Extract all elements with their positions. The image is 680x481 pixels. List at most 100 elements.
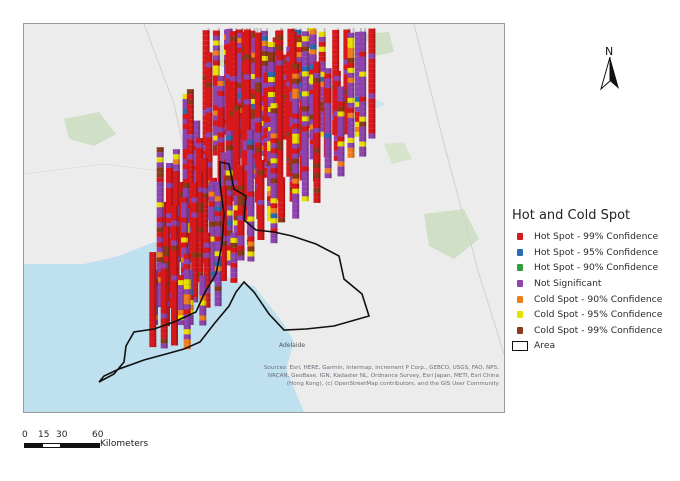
cube-bin (250, 88, 258, 94)
cube-bin (294, 29, 302, 35)
cube-bin (276, 100, 284, 106)
cube-bin (333, 70, 341, 76)
cube-bin (309, 39, 317, 45)
cube-bin (225, 255, 233, 261)
cube-bin (214, 286, 222, 292)
cube-bin (217, 112, 225, 118)
cube-bin (318, 81, 326, 87)
cube-bin (313, 77, 321, 83)
cube-bin (176, 182, 184, 187)
cube-bin (246, 139, 254, 145)
cube-bin (186, 114, 194, 120)
cube-bin (186, 179, 194, 185)
cube-bin (176, 242, 184, 247)
cube-bin (186, 99, 194, 105)
cube-bin (332, 34, 340, 40)
cube-column-shade (306, 28, 309, 202)
cube-bin (333, 115, 341, 121)
cube-bin (355, 126, 362, 132)
cube-bin (247, 201, 255, 207)
cube-bin (270, 163, 278, 169)
cube-bin (254, 62, 262, 68)
cube-bin (250, 123, 258, 129)
cube-bin (268, 92, 275, 97)
map-frame[interactable]: Adelaide Sources: Esri, HERE, Garmin, In… (23, 23, 505, 413)
cube-bin (217, 122, 225, 128)
cube-bin (196, 153, 204, 159)
cube-bin (230, 146, 237, 152)
cube-bin (347, 102, 355, 108)
cube-bin (250, 118, 258, 124)
cube-bin (217, 147, 225, 153)
cube-bin (276, 150, 284, 156)
cube-bin (183, 254, 191, 260)
cube-bin (214, 241, 222, 247)
cube-bin (250, 68, 258, 74)
cube-bin (282, 134, 290, 140)
cube-bin (149, 292, 157, 298)
scale-segment (60, 443, 100, 448)
cube-bin (191, 227, 199, 233)
cube-bin (242, 205, 250, 211)
cube-bin (237, 175, 245, 181)
cube-bin (183, 284, 191, 290)
cube-column (149, 252, 157, 348)
study-area-outline[interactable] (98, 161, 371, 383)
cube-bin (203, 247, 211, 253)
cube-bin (219, 241, 227, 246)
cube-bin (196, 182, 204, 188)
cube-bin (276, 110, 284, 116)
space-time-cube-layer (149, 28, 376, 350)
cube-bin (237, 215, 245, 221)
cube-bin (230, 171, 237, 177)
cube-bin (203, 292, 211, 298)
cube-bin (208, 196, 216, 202)
cube-bin (250, 113, 258, 119)
cube-bin (156, 252, 164, 258)
cube-bin (296, 107, 304, 113)
cube-bin (176, 207, 184, 212)
cube-bin (237, 180, 245, 186)
cube-bin (292, 63, 300, 69)
cube-bin (270, 188, 278, 194)
cube-bin (233, 130, 241, 136)
cube-bin (203, 302, 211, 308)
cube-bin (301, 161, 309, 167)
cube-bin (237, 128, 245, 133)
cube-bin (172, 196, 180, 202)
cube-bin (333, 150, 341, 156)
cube-column (214, 181, 222, 307)
cube-bin (332, 49, 340, 55)
cube-bin (318, 116, 326, 122)
cube-bin (196, 242, 204, 248)
cube-bin (233, 115, 241, 121)
cube-bin (347, 127, 355, 133)
cube-bin (343, 69, 351, 75)
cube-bin (359, 106, 367, 112)
cube-bin (347, 37, 355, 43)
cube-bin (237, 133, 245, 138)
cube-bin (237, 68, 245, 73)
cube-bin (214, 246, 222, 252)
cube-bin (166, 218, 173, 223)
cube-bin (177, 275, 185, 281)
cube-bin (313, 62, 321, 68)
cube-bin (196, 217, 204, 223)
cube-bin (156, 202, 164, 208)
cube-bin (166, 183, 173, 188)
cube-symbol-icon (517, 280, 523, 288)
cube-bin (191, 292, 199, 298)
cube-bin (225, 175, 233, 181)
cube-bin (282, 54, 290, 60)
cube-bin (171, 265, 178, 271)
cube-bin (186, 109, 194, 115)
cube-bin (214, 271, 222, 277)
cube-bin (343, 44, 351, 50)
cube-bin (163, 256, 170, 262)
cube-bin (156, 167, 164, 173)
cube-bin (230, 176, 237, 182)
cube-bin (347, 87, 355, 93)
cube-bin (172, 181, 180, 187)
cube-bin (212, 70, 220, 76)
cube-bin (359, 36, 367, 42)
